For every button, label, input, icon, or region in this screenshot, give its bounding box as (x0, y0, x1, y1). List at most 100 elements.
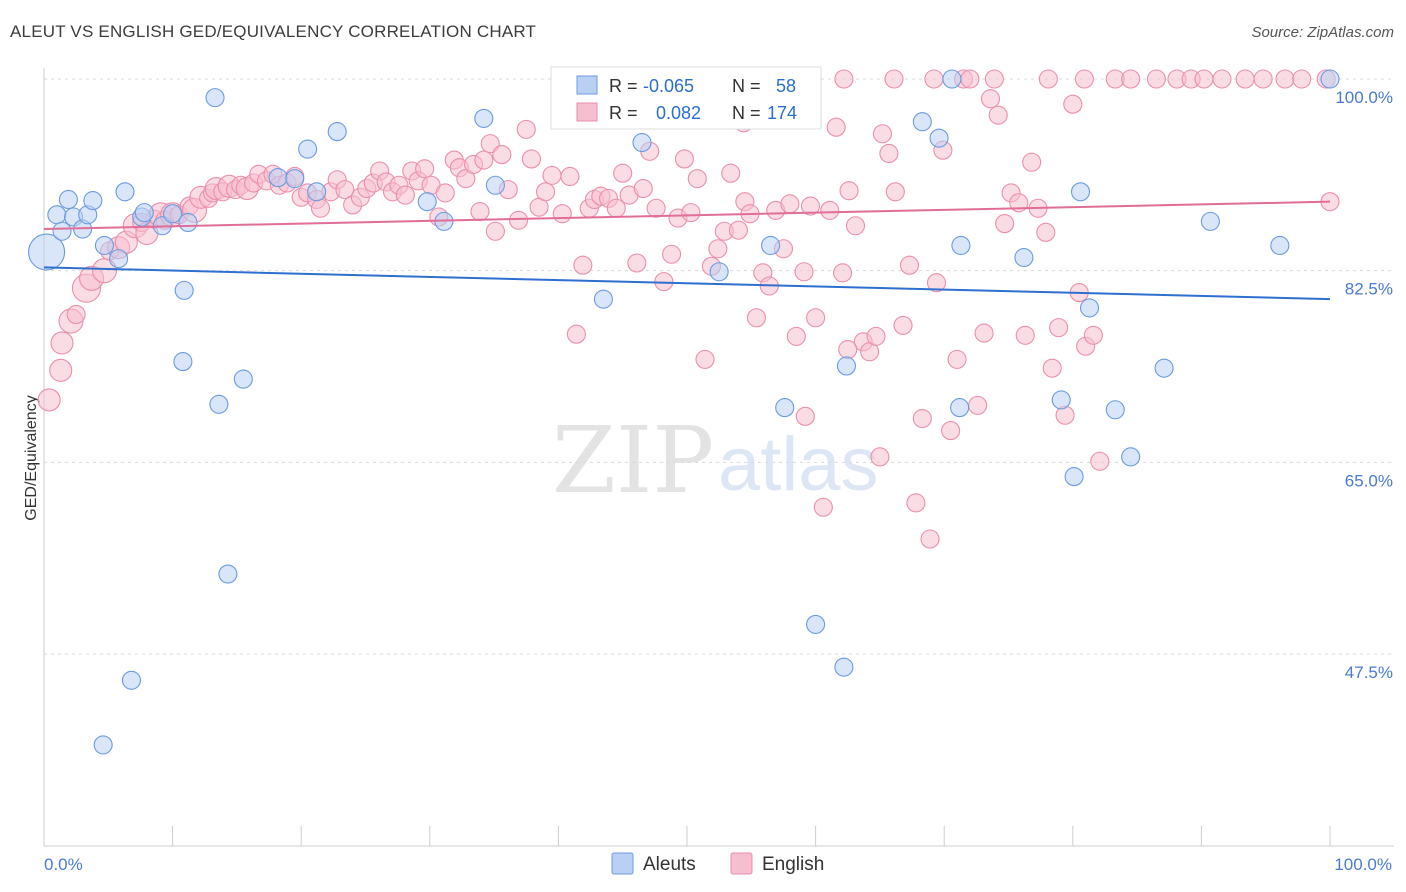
english-point-131 (926, 273, 947, 293)
aleuts-point-42 (912, 112, 932, 132)
english-point-145 (1022, 152, 1042, 172)
english-point-154 (1083, 325, 1103, 345)
aleuts-point-45 (951, 235, 971, 256)
aleuts-point-29 (417, 192, 437, 212)
legend-swatch-english (576, 102, 598, 122)
chart-title: ALEUT VS ENGLISH GED/EQUIVALENCY CORRELA… (10, 22, 537, 41)
english-point-2 (50, 331, 74, 355)
english-point-95 (687, 169, 707, 189)
aleuts-point-52 (1121, 447, 1141, 467)
english-point-159 (984, 69, 1004, 89)
legend-n-value-aleuts: 58 (776, 76, 796, 96)
english-point-176 (838, 339, 858, 360)
english-point-128 (906, 493, 926, 513)
y-tick-label-3: 47.5% (1345, 663, 1393, 682)
aleuts-point-18 (174, 280, 194, 300)
axes (43, 68, 1394, 847)
english-point-123 (872, 124, 893, 144)
english-point-141 (995, 214, 1015, 234)
x-tick-label-0: 0.0% (44, 855, 83, 874)
english-point-113 (806, 308, 826, 328)
english-point-74 (542, 165, 562, 185)
english-point-137 (968, 395, 988, 415)
english-point-161 (1074, 69, 1094, 89)
aleuts-point-20 (205, 88, 225, 108)
bottom-legend-swatch-aleuts (611, 852, 634, 875)
english-point-111 (794, 262, 814, 282)
legend-r-value-aleuts: -0.065 (643, 76, 694, 96)
aleuts-point-49 (1070, 182, 1091, 202)
aleuts-point-23 (233, 369, 253, 389)
series-aleuts (28, 67, 1340, 755)
english-point-126 (893, 315, 913, 335)
english-point-119 (845, 216, 866, 236)
aleuts-point-3 (58, 189, 78, 210)
english-point-130 (920, 529, 940, 549)
english-point-67 (492, 145, 512, 165)
bottom-legend-swatch-english (730, 852, 753, 875)
english-point-140 (988, 105, 1008, 125)
english-point-71 (521, 149, 541, 169)
aleuts-point-48 (1064, 467, 1084, 487)
english-point-151 (1063, 94, 1083, 114)
english-point-55 (415, 159, 435, 179)
english-point-78 (573, 255, 593, 275)
english-point-40 (310, 198, 331, 218)
english-point-110 (786, 326, 806, 346)
english-point-122 (866, 326, 886, 346)
aleuts-point-53 (1154, 358, 1174, 378)
aleuts-point-9 (94, 235, 114, 256)
legend: R = -0.065 N = 58 R = 0.082 N = 174 (550, 66, 822, 130)
english-point-158 (924, 69, 944, 89)
aleuts-point-14 (134, 203, 154, 223)
english-point-169 (1235, 69, 1255, 89)
bottom-legend: Aleuts English (611, 852, 824, 875)
english-point-58 (435, 183, 455, 203)
trend-lines (43, 200, 1331, 301)
legend-r-label-aleuts: R = (609, 76, 638, 96)
english-point-167 (1194, 69, 1214, 89)
grid-lines (44, 78, 1394, 655)
english-point-69 (508, 210, 529, 230)
aleuts-point-25 (285, 169, 305, 189)
english-point-136 (960, 69, 980, 89)
aleuts-point-24 (268, 168, 288, 188)
english-point-147 (1036, 222, 1056, 242)
english-point-175 (870, 447, 890, 467)
aleuts-point-57 (942, 69, 962, 89)
series-english (37, 69, 1340, 549)
english-point-156 (834, 69, 854, 89)
english-trend-line (43, 200, 1331, 231)
aleuts-point-43 (929, 128, 949, 148)
legend-r-value-english: 0.082 (656, 103, 701, 123)
english-point-134 (947, 349, 967, 369)
english-point-73 (535, 182, 556, 202)
aleuts-point-39 (806, 614, 826, 634)
english-point-117 (833, 263, 853, 283)
english-point-70 (516, 119, 536, 139)
english-point-104 (746, 308, 766, 328)
english-point-172 (1292, 69, 1312, 89)
aleuts-point-2 (52, 221, 72, 241)
english-point-96 (695, 349, 715, 369)
aleuts-point-8 (93, 735, 113, 755)
aleuts-point-26 (298, 139, 318, 159)
y-tick-label-1: 82.5% (1345, 280, 1393, 299)
bottom-legend-label-aleuts: Aleuts (643, 854, 696, 875)
english-point-125 (885, 182, 905, 202)
aleuts-point-31 (474, 108, 494, 128)
aleuts-point-34 (632, 132, 652, 153)
english-point-160 (1038, 69, 1058, 89)
english-point-87 (633, 178, 653, 199)
english-point-66 (485, 221, 505, 241)
legend-n-value-english: 174 (767, 103, 797, 123)
english-point-101 (728, 220, 748, 240)
english-point-155 (1090, 451, 1110, 471)
watermark-zip: ZIP (552, 407, 714, 514)
aleuts-point-27 (307, 182, 327, 202)
aleuts-point-55 (1270, 235, 1290, 256)
english-point-63 (470, 201, 490, 222)
english-point-94 (681, 203, 701, 223)
english-point-65 (480, 134, 500, 154)
